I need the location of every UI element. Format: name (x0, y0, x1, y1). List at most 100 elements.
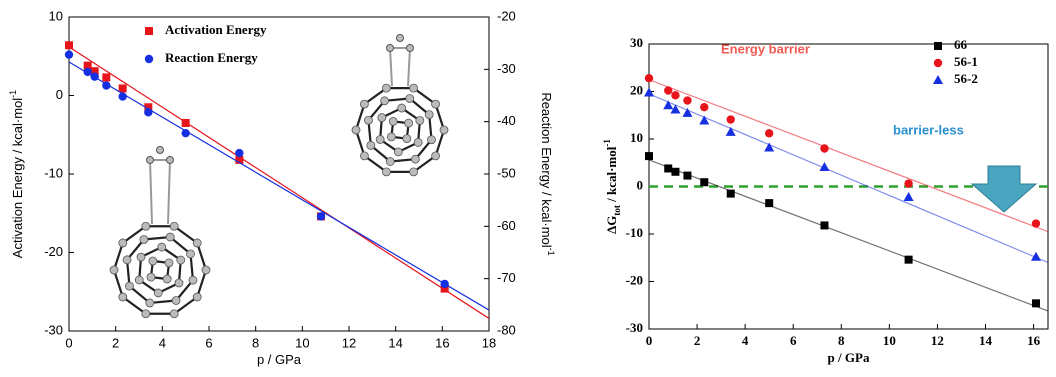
atom (387, 133, 395, 141)
atom (387, 45, 394, 52)
axis-label: Reaction Energy / kcal·mol-1 (539, 92, 556, 255)
data-point (181, 129, 189, 137)
atom (440, 126, 448, 134)
legend-marker (934, 59, 942, 67)
atom (352, 126, 360, 134)
y2-tick-label: -80 (497, 322, 516, 337)
atom (414, 138, 422, 146)
legend-marker (933, 75, 943, 84)
legend-label: 66 (954, 37, 968, 52)
annotation: Energy barrier (721, 41, 810, 56)
y2-tick-label: -70 (497, 270, 516, 285)
fit-line (69, 62, 489, 310)
atom (410, 84, 418, 92)
y-tick-label: 0 (637, 177, 644, 192)
atom (137, 253, 145, 261)
data-point (645, 74, 653, 82)
atom (142, 310, 150, 318)
y-tick-label: 20 (630, 82, 643, 97)
atom (411, 155, 419, 163)
atom (166, 233, 174, 241)
atom (410, 168, 418, 176)
data-point (683, 172, 691, 180)
atom (154, 289, 162, 297)
y-tick-label: -30 (626, 320, 643, 335)
data-point (663, 100, 673, 109)
x-tick-label: 0 (65, 335, 72, 350)
atom (142, 222, 150, 230)
atom (149, 257, 157, 265)
bond (390, 48, 392, 86)
molecule-illustrations (110, 35, 448, 318)
atom (202, 266, 210, 274)
atom (382, 168, 390, 176)
atom (110, 266, 118, 274)
label-part: p / GPa (828, 350, 870, 365)
x-tick-label: 8 (838, 333, 845, 348)
data-point (1032, 299, 1040, 307)
x-tick-label: 4 (742, 333, 749, 348)
annotation: barrier-less (893, 122, 964, 137)
data-point (182, 119, 190, 127)
data-point (671, 168, 679, 176)
y-tick-label: 0 (56, 87, 63, 102)
data-point (440, 280, 448, 288)
legend-label: Activation Energy (165, 22, 267, 37)
atom (360, 100, 368, 108)
data-point (102, 81, 110, 89)
y-tick-label: -20 (626, 272, 643, 287)
atom (364, 116, 372, 124)
axis-label: ΔGtot / kcal·mol-1 (602, 139, 622, 234)
atom (378, 114, 386, 122)
data-point (700, 178, 708, 186)
y-tick-label: 10 (630, 130, 643, 145)
legend-marker (145, 27, 153, 35)
figure: 024681012141618-30-20-10010-80-70-60-50-… (0, 0, 1056, 377)
atom (381, 97, 389, 105)
axis-label: p / GPa (828, 350, 870, 365)
arrow (972, 166, 1036, 212)
atom (405, 119, 413, 127)
data-point (645, 152, 653, 160)
label-part: / kcal·mol (604, 146, 619, 205)
atom (170, 310, 178, 318)
atom (189, 276, 197, 284)
atom (425, 111, 433, 119)
atom (386, 158, 394, 166)
data-point (904, 192, 914, 201)
data-point (664, 86, 672, 94)
x-tick-label: 10 (883, 333, 896, 348)
fit-line (649, 80, 1048, 232)
x-tick-label: 14 (979, 333, 993, 348)
data-point (1032, 219, 1040, 227)
data-point (765, 129, 773, 137)
data-point (65, 41, 73, 49)
y2-tick-label: -60 (497, 218, 516, 233)
y2-tick-label: -30 (497, 61, 516, 76)
x-tick-label: 0 (646, 333, 653, 348)
data-point (144, 108, 152, 116)
y-tick-label: 10 (49, 8, 63, 23)
atom (394, 148, 402, 156)
data-point (726, 127, 736, 136)
atom (147, 157, 154, 164)
x-tick-label: 6 (205, 335, 212, 350)
x-tick-label: 2 (112, 335, 119, 350)
atom (163, 275, 171, 283)
atom (123, 256, 131, 264)
atom (397, 35, 404, 42)
data-point (671, 91, 679, 99)
atom (158, 243, 166, 251)
atom (432, 100, 440, 108)
atom (135, 276, 143, 284)
y2-tick-label: -20 (497, 8, 516, 23)
y2-tick-label: -50 (497, 165, 516, 180)
atom (193, 239, 201, 247)
x-tick-label: 8 (252, 335, 259, 350)
label-part: tot (612, 205, 622, 216)
data-point (102, 73, 110, 81)
atom (406, 94, 414, 102)
atom (403, 135, 411, 143)
data-point (727, 115, 735, 123)
atom (125, 282, 133, 290)
